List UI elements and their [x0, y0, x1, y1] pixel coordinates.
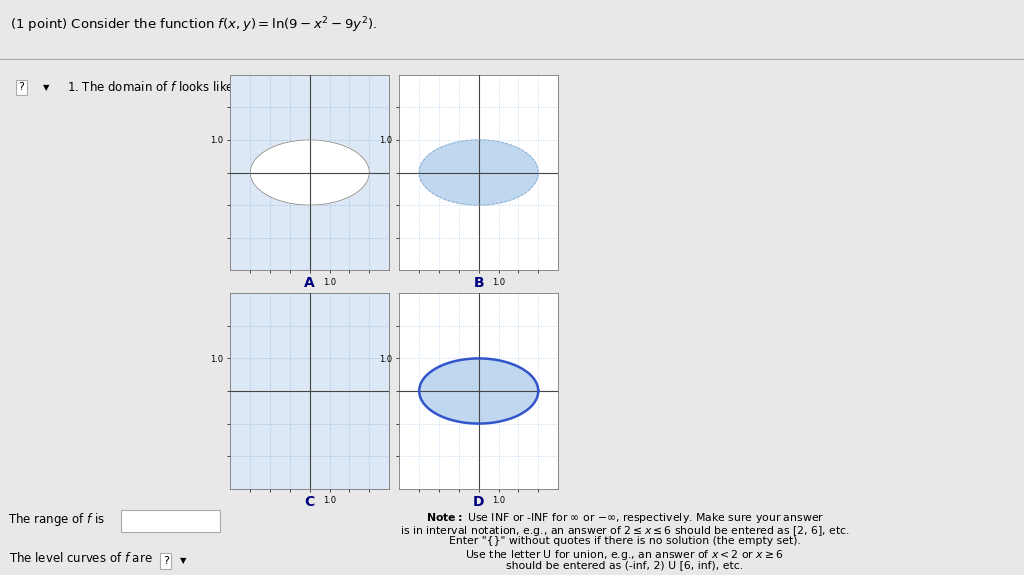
- Text: is in interval notation, e.g., an answer of $2 \leq x \leq 6$ should be entered : is in interval notation, e.g., an answer…: [399, 523, 850, 538]
- FancyBboxPatch shape: [121, 510, 220, 532]
- Polygon shape: [419, 358, 539, 424]
- Text: The range of $f$ is: The range of $f$ is: [8, 511, 105, 528]
- Text: ?: ?: [163, 556, 169, 566]
- Text: D: D: [473, 495, 484, 509]
- Text: Use the letter U for union, e.g., an answer of $x < 2$ or $x \geq 6$: Use the letter U for union, e.g., an ans…: [465, 548, 784, 562]
- Text: B: B: [473, 277, 484, 290]
- Text: (1 point) Consider the function $f(x, y) = \ln(9 - x^2 - 9y^2)$.: (1 point) Consider the function $f(x, y)…: [10, 16, 378, 35]
- Text: ?: ?: [18, 82, 25, 92]
- Polygon shape: [250, 140, 370, 205]
- Text: ▼: ▼: [43, 83, 49, 92]
- Text: The level curves of $f$ are: The level curves of $f$ are: [9, 551, 153, 565]
- Text: C: C: [304, 495, 315, 509]
- Text: Enter "{}" without quotes if there is no solution (the empty set).: Enter "{}" without quotes if there is no…: [449, 536, 801, 546]
- Text: ▼: ▼: [180, 556, 186, 565]
- Text: should be entered as (-inf, 2) U [6, inf), etc.: should be entered as (-inf, 2) U [6, inf…: [506, 560, 743, 570]
- Polygon shape: [419, 140, 539, 205]
- Text: $\mathbf{Note:}$ Use INF or -INF for $\infty$ or $-\infty$, respectively. Make s: $\mathbf{Note:}$ Use INF or -INF for $\i…: [426, 511, 823, 526]
- Text: 1. The domain of $f$ looks like: 1. The domain of $f$ looks like: [67, 81, 234, 94]
- Text: A: A: [304, 277, 315, 290]
